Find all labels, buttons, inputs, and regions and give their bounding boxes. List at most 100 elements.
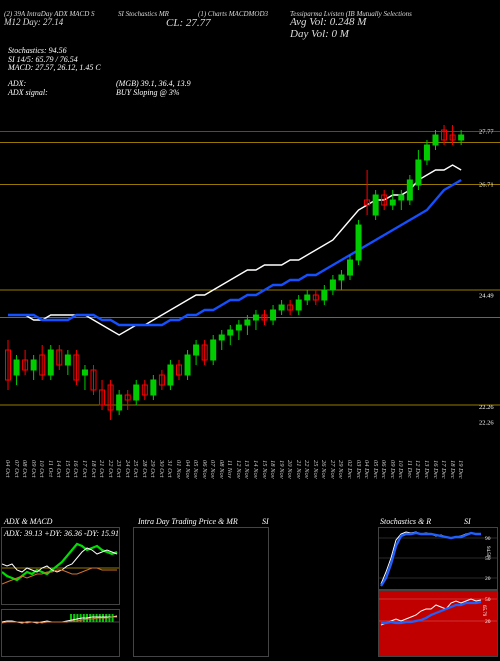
macd-signal-line [1, 616, 117, 624]
date-label: 17 Oct [80, 460, 88, 478]
date-label: 04 Oct [4, 460, 11, 478]
date-label: 26 Nov [320, 460, 328, 479]
date-label: 08 Nov [217, 460, 225, 479]
adx-minus-di-line [1, 567, 117, 585]
candle-body [270, 309, 277, 321]
price-label: 26.71 [479, 182, 494, 189]
date-label: 22 Nov [303, 460, 311, 479]
candle-body [381, 194, 388, 206]
date-label: 09 Dec [388, 460, 396, 479]
date-label: 30 Oct [157, 460, 165, 478]
date-label: 14 Oct [55, 460, 63, 478]
si-panel: 50 20 65.79 [378, 590, 498, 657]
date-label: 06 Dec [380, 460, 388, 479]
candle-body [90, 369, 97, 391]
header-avg-vol: Avg Vol: 0.248 M [290, 16, 367, 28]
si-line-blue [381, 600, 482, 625]
si-line-white [380, 598, 482, 626]
date-label: 29 Nov [337, 460, 345, 479]
date-label: 24 Oct [123, 460, 131, 478]
date-label: 09 Oct [29, 460, 37, 478]
date-label: 12 Dec [414, 460, 422, 479]
candle-body [116, 394, 123, 411]
date-label: 07 Oct [12, 460, 20, 478]
candle-body [13, 359, 20, 376]
candle-body [398, 194, 405, 201]
date-label: 17 Dec [440, 460, 448, 479]
date-label: 25 Oct [132, 460, 140, 478]
date-label: 12 Nov [234, 460, 242, 479]
candle-body [150, 379, 157, 396]
date-label: 01 Nov [175, 460, 182, 479]
macd-histogram-bar [76, 614, 79, 622]
intraday-panel-title: Intra Day Trading Price & MR [138, 517, 238, 526]
date-label: 18 Oct [89, 460, 97, 478]
candle-body [347, 259, 353, 276]
date-label: 22 Oct [106, 460, 114, 478]
macd-histogram-bar [89, 614, 92, 622]
date-label: 19 Nov [277, 460, 285, 479]
date-label: 05 Dec [371, 460, 379, 479]
stoch-tick-label: 90 [485, 536, 491, 542]
candle-body [458, 134, 465, 141]
candle-body [364, 199, 371, 206]
stat-adx-signal-label: ADX signal: [8, 88, 48, 97]
date-label: 18 Nov [269, 460, 277, 479]
date-label: 06 Nov [200, 460, 208, 479]
candle-body [107, 384, 114, 411]
stat-adx-values: (MGB) 39.1, 36.4, 13.9 [116, 79, 191, 88]
candle-body [133, 384, 140, 401]
header-day-change: M12 Day: 27.14 [4, 17, 64, 27]
candle-body [176, 364, 182, 376]
candle-body [81, 369, 88, 376]
date-label: 28 Oct [140, 460, 148, 478]
candle-body [141, 384, 148, 396]
stochastics-lines: 90 50 20 94.56 [379, 531, 497, 587]
candle-body [261, 314, 268, 321]
candle-body [432, 134, 439, 146]
date-label: 10 Dec [397, 460, 405, 479]
candle-body [449, 134, 456, 141]
header-title-2: SI Stochastics MR [118, 10, 169, 18]
macd-histogram-bar [111, 614, 114, 622]
candle-body [227, 329, 234, 336]
header-title-3: (1) Charts MACDMOD3 [198, 10, 268, 18]
date-label: 08 Oct [21, 460, 29, 478]
header-title-1: (2) 39A IntraDay ADX MACD S [4, 10, 95, 18]
date-label: 04 Nov [183, 460, 191, 479]
candle-body [22, 359, 29, 371]
date-label: 07 Nov [209, 460, 217, 479]
stoch-panel-title: Stochastics & R [380, 517, 432, 526]
date-label: 19 Dec [457, 460, 465, 479]
candle-body [184, 354, 191, 376]
date-label: 05 Nov [192, 460, 200, 479]
candle-body [201, 344, 208, 361]
candle-body [5, 349, 11, 381]
stoch-tick-label: 50 [485, 556, 491, 562]
date-label: 25 Nov [311, 460, 319, 479]
candle-body [415, 159, 422, 186]
moving-average-blue [8, 178, 462, 327]
macd-lines [1, 614, 119, 624]
adx-plus-di-line [1, 542, 118, 582]
date-label: 11 Nov [226, 460, 234, 479]
adx-panel-title: ADX & MACD [4, 517, 53, 526]
macd-panel [1, 609, 120, 657]
date-label: 02 Dec [346, 460, 353, 479]
candle-body [406, 179, 413, 201]
candle-body [193, 344, 200, 356]
price-label: 22.26 [479, 420, 494, 427]
stochastics-panel: 90 50 20 94.56 [378, 527, 498, 590]
adx-lines [1, 542, 119, 585]
stat-adx-signal: BUY Sloping @ 3% [116, 88, 180, 97]
stat-adx-label: ADX: [8, 79, 27, 88]
candle-body [295, 299, 302, 311]
price-label: 22.26 [479, 404, 494, 411]
date-label: 15 Oct [63, 460, 71, 478]
date-label: 13 Dec [422, 460, 430, 479]
date-label: 03 Dec [354, 460, 362, 479]
price-chart: 27.77 26.71 24.49 22.26 22.26 [0, 125, 500, 427]
date-label: 29 Oct [149, 460, 157, 478]
macd-histogram-bar [73, 614, 76, 622]
candle-body [372, 194, 379, 216]
